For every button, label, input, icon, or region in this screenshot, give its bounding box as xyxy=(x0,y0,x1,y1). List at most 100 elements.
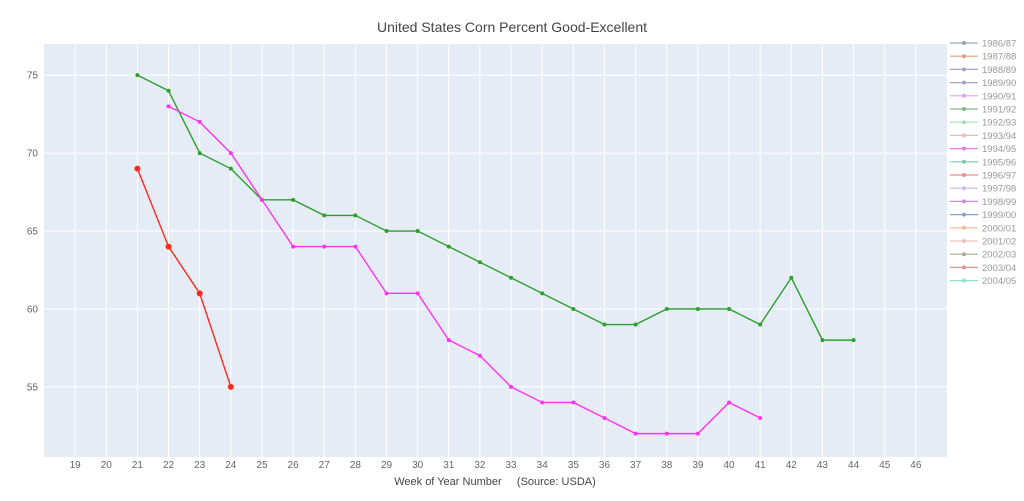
data-point[interactable] xyxy=(664,306,669,311)
data-point[interactable] xyxy=(540,400,545,405)
data-point[interactable] xyxy=(384,229,389,234)
legend-label: 1997/98 xyxy=(982,184,1016,195)
data-point[interactable] xyxy=(695,306,700,311)
legend-item[interactable]: 1991/92 xyxy=(950,105,1016,116)
legend-item[interactable]: 1988/89 xyxy=(950,65,1016,76)
y-axis: 55 60 65 70 75 xyxy=(27,71,39,394)
legend-item[interactable]: 1996/97 xyxy=(950,171,1016,182)
legend-label: 2000/01 xyxy=(982,223,1016,234)
data-point[interactable] xyxy=(727,306,732,311)
data-point[interactable] xyxy=(477,353,482,358)
legend-item[interactable]: 1992/93 xyxy=(950,118,1016,129)
data-point[interactable] xyxy=(166,88,171,93)
x-tick-label: 19 xyxy=(70,460,82,471)
data-point[interactable] xyxy=(851,338,856,343)
legend-swatch-marker xyxy=(962,93,966,98)
legend-swatch-marker xyxy=(962,120,966,125)
legend-label: 2003/04 xyxy=(982,263,1016,274)
legend-item[interactable]: 1995/96 xyxy=(950,157,1016,168)
data-point[interactable] xyxy=(259,197,264,202)
data-point[interactable] xyxy=(353,213,358,218)
x-tick-label: 40 xyxy=(723,460,735,471)
legend-item[interactable]: 1999/00 xyxy=(950,210,1016,221)
data-point[interactable] xyxy=(820,338,825,343)
legend-item[interactable]: 1998/99 xyxy=(950,197,1016,208)
legend-label: 1986/87 xyxy=(982,39,1016,50)
data-point[interactable] xyxy=(695,431,700,436)
data-point[interactable] xyxy=(134,165,141,172)
legend-swatch-marker xyxy=(962,146,966,151)
legend-swatch-marker xyxy=(962,107,966,111)
x-tick-label: 42 xyxy=(786,460,798,471)
data-point[interactable] xyxy=(197,151,202,156)
legend-item[interactable]: 1994/95 xyxy=(950,144,1016,155)
x-axis-title: Week of Year Number (Source: USDA) xyxy=(394,476,596,488)
x-tick-label: 43 xyxy=(817,460,829,471)
legend-item[interactable]: 2000/01 xyxy=(950,223,1016,234)
data-point[interactable] xyxy=(227,383,234,390)
data-point[interactable] xyxy=(291,197,296,202)
data-point[interactable] xyxy=(664,431,669,436)
legend[interactable]: 1986/87 1987/88 1988/89 1989/90 1990/91 1991/… xyxy=(950,39,1016,294)
data-point[interactable] xyxy=(540,291,545,296)
data-point[interactable] xyxy=(571,400,576,405)
data-point[interactable] xyxy=(415,229,420,234)
legend-label: 1994/95 xyxy=(982,144,1016,155)
data-point[interactable] xyxy=(602,416,607,421)
x-tick-label: 35 xyxy=(568,460,580,471)
data-point[interactable] xyxy=(197,119,202,124)
legend-item[interactable]: 1986/87 xyxy=(950,39,1016,50)
series-line xyxy=(136,168,232,388)
legend-label: 1990/91 xyxy=(982,91,1016,102)
legend-item[interactable]: 2004/05 xyxy=(950,276,1016,287)
data-point[interactable] xyxy=(228,166,233,171)
data-point[interactable] xyxy=(633,322,638,327)
data-point[interactable] xyxy=(135,73,140,78)
legend-item[interactable]: 1987/88 xyxy=(950,52,1016,63)
data-point[interactable] xyxy=(165,243,172,250)
data-point[interactable] xyxy=(789,275,794,280)
x-tick-label: 46 xyxy=(910,460,922,471)
data-point[interactable] xyxy=(571,306,576,311)
data-point[interactable] xyxy=(509,275,514,280)
y-tick-label: 70 xyxy=(27,149,39,160)
data-point[interactable] xyxy=(602,322,607,327)
data-point[interactable] xyxy=(166,104,171,109)
legend-item[interactable]: 1989/90 xyxy=(950,78,1016,89)
plot-area xyxy=(44,44,947,457)
data-point[interactable] xyxy=(384,291,389,296)
data-point[interactable] xyxy=(509,384,514,389)
data-point[interactable] xyxy=(758,322,763,327)
y-tick-label: 60 xyxy=(27,304,39,315)
data-point[interactable] xyxy=(446,338,451,343)
legend-swatch-marker xyxy=(962,239,966,243)
x-tick-label: 24 xyxy=(225,460,237,471)
data-point[interactable] xyxy=(353,244,358,249)
legend-item[interactable]: 2002/03 xyxy=(950,250,1016,261)
x-tick-label: 31 xyxy=(443,460,455,471)
legend-item[interactable]: 2001/02 xyxy=(950,237,1016,248)
data-point[interactable] xyxy=(291,244,296,249)
legend-label: 1995/96 xyxy=(982,157,1016,168)
data-point[interactable] xyxy=(633,431,638,436)
data-point[interactable] xyxy=(196,290,203,297)
data-point[interactable] xyxy=(758,416,763,421)
x-tick-label: 23 xyxy=(194,460,206,471)
legend-item[interactable]: 1993/94 xyxy=(950,131,1016,142)
data-point[interactable] xyxy=(322,244,327,249)
x-tick-label: 36 xyxy=(599,460,611,471)
legend-swatch-marker xyxy=(962,67,966,72)
legend-item[interactable]: 2003/04 xyxy=(950,263,1016,274)
legend-item[interactable]: 1990/91 xyxy=(950,91,1016,102)
x-axis: 19 20 21 22 23 24 25 26 27 28 29 30 31 32 33 34 35 36 37 38… xyxy=(70,460,922,471)
data-point[interactable] xyxy=(415,291,420,296)
legend-swatch-marker xyxy=(962,225,966,230)
data-point[interactable] xyxy=(228,151,233,156)
data-point[interactable] xyxy=(727,400,732,405)
data-point[interactable] xyxy=(322,213,327,218)
y-tick-label: 55 xyxy=(27,382,39,393)
data-point[interactable] xyxy=(477,260,482,265)
legend-item[interactable]: 1997/98 xyxy=(950,184,1016,195)
data-point[interactable] xyxy=(446,244,451,249)
